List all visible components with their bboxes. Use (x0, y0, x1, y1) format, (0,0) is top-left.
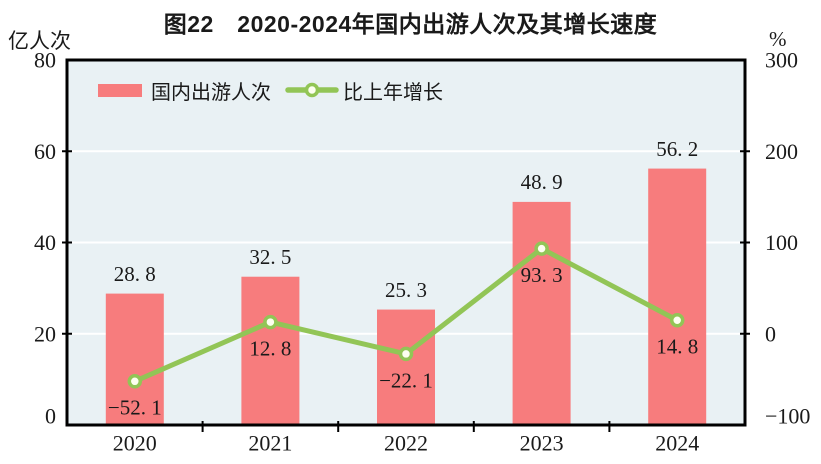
x-tick-label-2021: 2021 (248, 431, 292, 456)
right-axis-unit-label: % (769, 27, 787, 51)
legend-line-swatch (285, 82, 339, 98)
bar-2022 (377, 309, 435, 425)
marker-2022 (398, 346, 414, 362)
line-value-label: 12. 8 (249, 336, 291, 360)
legend: 国内出游人次 比上年增长 (98, 78, 443, 104)
legend-bar-swatch (98, 83, 142, 97)
line-value-label: 93. 3 (521, 263, 563, 287)
marker-2024 (669, 312, 685, 328)
marker-2020 (127, 374, 143, 389)
left-axis-unit-label: 亿人次 (8, 29, 71, 53)
bar-value-label: 48. 9 (521, 170, 563, 194)
bar-value-label: 56. 2 (656, 137, 698, 161)
left-axis-tick-label: 40 (34, 230, 56, 255)
legend-line-label: 比上年增长 (343, 81, 443, 104)
right-axis-tick-label: 100 (765, 230, 798, 255)
line-value-label: 14. 8 (656, 335, 698, 359)
x-tick-label-2023: 2023 (520, 431, 564, 456)
chart-title: 图22 2020-2024年国内出游人次及其增长速度 (163, 11, 658, 37)
bar-value-label: 28. 8 (114, 262, 156, 286)
bar-2024 (648, 168, 707, 425)
bar-2023 (512, 201, 571, 425)
left-axis-tick-label: 60 (34, 139, 56, 164)
right-axis-tick-label: −100 (765, 404, 810, 429)
marker-2021 (263, 314, 278, 330)
left-axis-tick-label: 80 (34, 48, 56, 73)
marker-2023 (534, 241, 549, 256)
x-tick-label-2024: 2024 (655, 431, 699, 456)
bar-value-label: 32. 5 (249, 245, 291, 269)
line-value-label: −52. 1 (108, 396, 162, 420)
legend-line-marker (304, 82, 320, 98)
right-axis-tick-label: 0 (765, 321, 776, 346)
right-axis-tick-label: 300 (765, 48, 798, 73)
legend-bar-label: 国内出游人次 (151, 81, 271, 104)
left-axis-tick-label: 0 (45, 404, 56, 429)
left-axis-tick-label: 20 (34, 321, 56, 346)
bar-2021 (241, 276, 300, 425)
bar-2020 (105, 293, 164, 425)
bar-value-label: 25. 3 (385, 278, 427, 302)
x-tick-label-2020: 2020 (113, 431, 157, 456)
right-axis-tick-label: 200 (765, 139, 798, 164)
line-value-label: −22. 1 (379, 368, 433, 392)
x-tick-label-2022: 2022 (384, 431, 428, 456)
